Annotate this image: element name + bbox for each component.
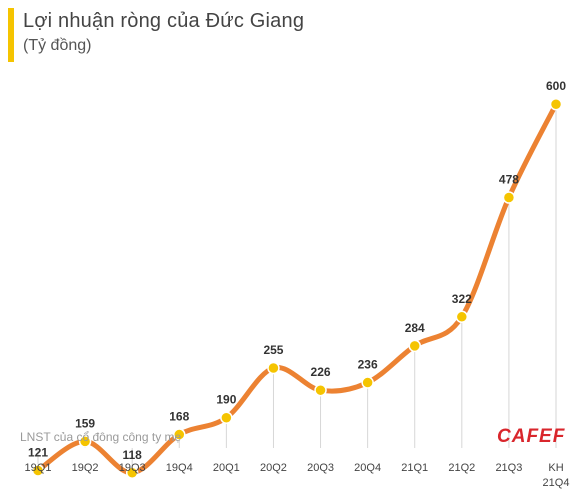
data-label-21Q2: 322 xyxy=(452,292,472,306)
marker-20Q1 xyxy=(220,411,233,424)
data-label-KH-21Q4: 600 xyxy=(546,79,566,93)
data-label-19Q3: 118 xyxy=(123,448,143,462)
x-tick-label-21Q1: 21Q1 xyxy=(401,462,428,474)
x-tick-label-19Q2: 19Q2 xyxy=(72,462,99,474)
data-label-21Q1: 284 xyxy=(405,321,425,335)
cafef-logo: CAFEF xyxy=(497,426,566,447)
data-labels: 121 159 118 168 190 255 226 236 284 322 478 600 xyxy=(28,79,566,462)
x-tick-label-21Q2: 21Q2 xyxy=(448,462,475,474)
marker-19Q1 xyxy=(31,464,45,477)
x-tick-label-19Q3: 19Q3 xyxy=(119,462,146,474)
series-line-profit xyxy=(35,101,559,476)
x-tick-label-21Q3: 21Q3 xyxy=(495,462,522,474)
x-tick-label-20Q2: 20Q2 xyxy=(260,462,287,474)
marker-21Q3 xyxy=(502,191,516,204)
x-tick-label-20Q1: 20Q1 xyxy=(213,462,240,474)
data-label-19Q2: 159 xyxy=(75,416,95,430)
drop-lines xyxy=(37,104,557,473)
data-label-19Q1: 121 xyxy=(28,445,48,459)
marker-21Q1 xyxy=(408,339,421,353)
marker-KH-21Q4 xyxy=(549,97,563,111)
x-tick-label-KH-21Q4-1: 21Q4 xyxy=(543,477,570,489)
x-tick-label-19Q4: 19Q4 xyxy=(166,462,193,474)
chart-subtitle: (Tỷ đồng) xyxy=(23,37,92,54)
marker-20Q4 xyxy=(361,376,374,389)
chart-title: Lợi nhuận ròng của Đức Giang xyxy=(23,10,305,32)
data-label-19Q4: 168 xyxy=(169,410,189,424)
data-label-20Q1: 190 xyxy=(216,393,236,407)
markers xyxy=(31,97,563,480)
x-tick-label-20Q3: 20Q3 xyxy=(307,462,334,474)
marker-19Q3 xyxy=(125,466,139,480)
marker-19Q2 xyxy=(78,435,92,448)
x-tick-label-KH-21Q4-0: KH xyxy=(548,462,563,474)
title-accent-bar xyxy=(8,8,14,62)
data-label-20Q4: 236 xyxy=(358,358,378,372)
data-label-21Q3: 478 xyxy=(499,173,519,187)
x-tick-label-20Q4: 20Q4 xyxy=(354,462,381,474)
x-axis-tick-labels: 19Q1 19Q2 19Q3 19Q4 20Q1 20Q2 20Q3 20Q4 21Q1 21Q2… xyxy=(25,462,570,489)
marker-20Q3 xyxy=(314,383,327,397)
marker-20Q2 xyxy=(267,361,280,375)
marker-19Q4 xyxy=(173,428,186,441)
marker-21Q2 xyxy=(455,310,469,324)
data-label-20Q2: 255 xyxy=(263,343,283,357)
data-label-20Q3: 226 xyxy=(311,365,331,379)
x-tick-label-19Q1: 19Q1 xyxy=(25,462,52,474)
footnote: LNST của cổ đông công ty mẹ xyxy=(20,430,182,444)
